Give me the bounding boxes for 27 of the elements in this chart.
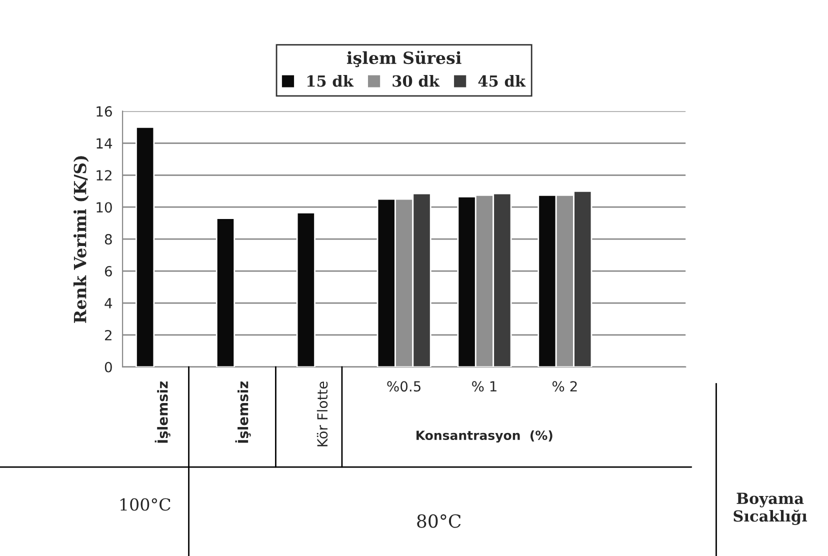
y-tick-label: 0 [104,362,112,372]
y-tick-label: 4 [104,298,112,308]
y-tick-label: 2 [105,330,112,340]
text: Boyama Sıcaklığı [734,492,808,525]
y-tick-label: 12 [96,170,112,180]
bar [216,218,236,367]
text: 100°C [120,498,170,511]
legend-title: işlem Süresi [346,50,462,68]
legend-label: 15 dk [307,74,354,87]
y-tick-label: 8 [104,234,112,245]
legend-label: 30 dk [392,74,440,87]
bar [136,126,155,367]
text: Konsantrasyon (%) [416,430,552,443]
y-tick-label: 10 [96,202,112,213]
x-tick-label: Kör Flotte [316,382,328,446]
x-tick-label: % 1 [472,381,496,392]
x-tick-label: İşlemsiz [154,382,170,443]
legend-label: 45 dk [478,74,526,87]
x-tick-label: %0.5 [387,381,420,392]
x-tick-label: % 2 [552,381,577,392]
y-tick-label: 14 [96,138,112,148]
x-tick-label: İşlemsiz [235,382,251,443]
y-axis-title: Renk Verimi (K/S) [73,156,89,323]
y-tick-label: 6 [104,266,112,277]
y-tick-label: 16 [96,106,112,117]
text: 80°C [417,514,461,528]
bar [296,212,316,367]
